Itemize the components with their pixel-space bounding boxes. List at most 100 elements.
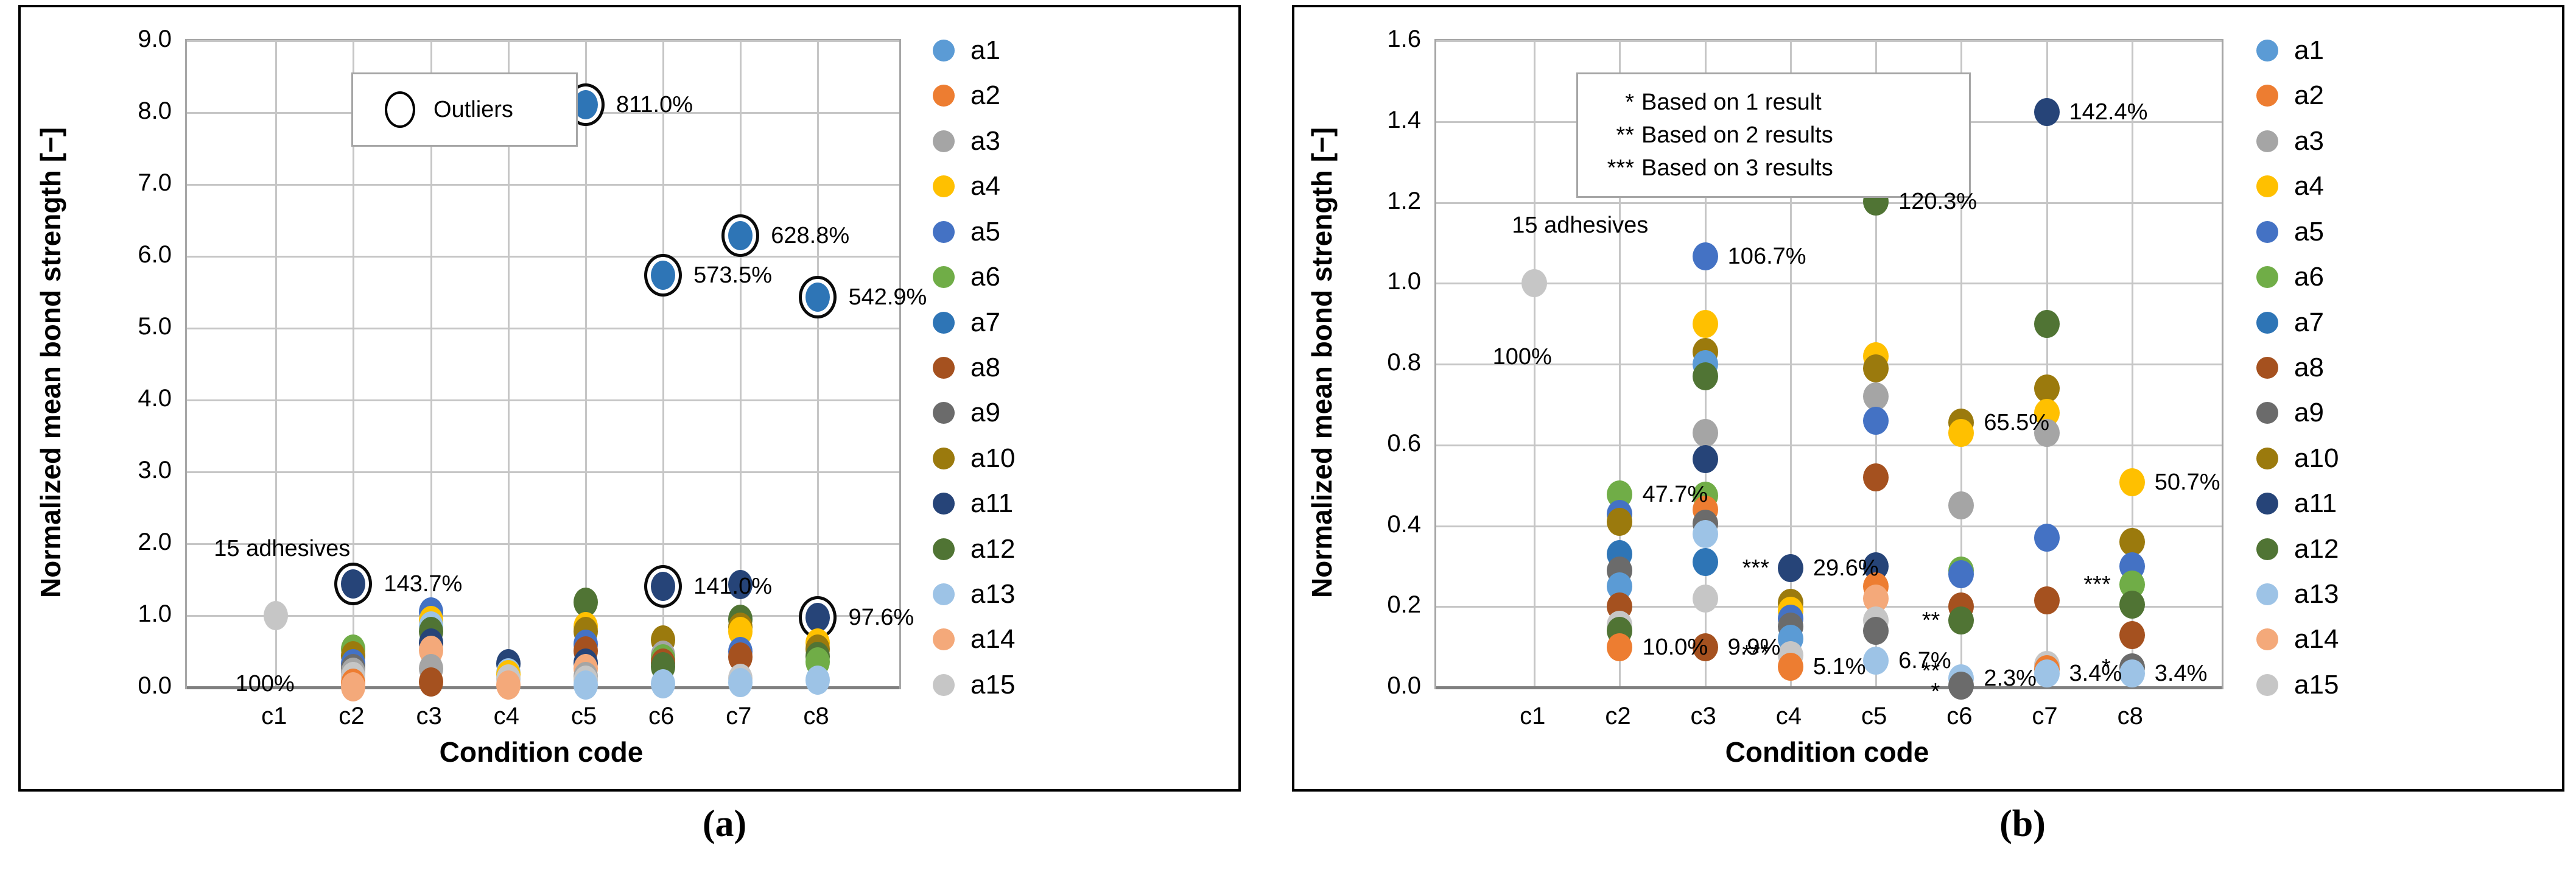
annotation: *** bbox=[1742, 555, 1769, 581]
data-point-a10-c5 bbox=[1863, 354, 1889, 382]
legend-item-a3: a3 bbox=[2256, 126, 2339, 156]
data-point-a10-c2 bbox=[1607, 507, 1633, 536]
y-tick-label: 0.0 bbox=[1387, 672, 1421, 699]
x-tick-label: c6 bbox=[1946, 703, 1973, 729]
x-tick-label: c3 bbox=[1690, 703, 1716, 729]
data-point-a2-c2 bbox=[1607, 633, 1633, 661]
legend-swatch-a2 bbox=[933, 85, 955, 107]
data-point-a5-c5 bbox=[1863, 406, 1889, 435]
y-tick-label: 0.2 bbox=[1387, 591, 1421, 619]
data-point-a14-c2 bbox=[341, 672, 366, 701]
annotation: 573.5% bbox=[693, 262, 772, 289]
legend-item-a7: a7 bbox=[933, 307, 1015, 337]
outlier-circle-icon bbox=[385, 91, 415, 128]
x-tick-label: c5 bbox=[570, 703, 597, 729]
legend-item-a12: a12 bbox=[933, 534, 1015, 564]
gridline-horizontal bbox=[1436, 40, 2222, 42]
annotation: 811.0% bbox=[616, 92, 693, 118]
legend-label-a10: a10 bbox=[2294, 443, 2339, 473]
x-tick-label: c2 bbox=[339, 703, 365, 729]
data-point-a8-c8 bbox=[2119, 620, 2145, 649]
data-point-a3-c7 bbox=[2034, 418, 2060, 447]
data-point-a7-c8 bbox=[805, 283, 830, 312]
data-point-a11-c2 bbox=[341, 569, 366, 599]
note-mark: * bbox=[1625, 90, 1634, 115]
note-text: Based on 3 results bbox=[1641, 155, 1833, 181]
data-point-a11-c7 bbox=[2034, 97, 2060, 126]
note-mark: *** bbox=[1607, 155, 1634, 181]
asterisk-notes-box: * Based on 1 result ** Based on 2 result… bbox=[1576, 72, 1971, 198]
annotation: 143.7% bbox=[384, 571, 463, 597]
legend-swatch-a15 bbox=[2256, 673, 2278, 696]
legend-swatch-a5 bbox=[2256, 220, 2278, 243]
gridline-horizontal bbox=[187, 686, 899, 689]
annotation: *** bbox=[2083, 571, 2111, 597]
legend-swatch-a2 bbox=[2256, 85, 2278, 107]
legend-item-a6: a6 bbox=[933, 262, 1015, 292]
data-point-a8-c3 bbox=[418, 667, 443, 697]
data-point-a7-c7 bbox=[728, 221, 753, 251]
legend-item-a1: a1 bbox=[2256, 35, 2339, 65]
legend-swatch-a6 bbox=[2256, 266, 2278, 289]
legend-swatch-a1 bbox=[2256, 40, 2278, 61]
annotation: 2.3% bbox=[1984, 665, 2037, 691]
plot-area-a: Outliers 15 adhesives 100% 143.7% 811.0% 573… bbox=[185, 39, 927, 701]
x-tick-label: c7 bbox=[2032, 703, 2058, 729]
legend-swatch-a10 bbox=[933, 447, 955, 469]
gridline-horizontal bbox=[1436, 283, 2222, 285]
outliers-legend-label: Outliers bbox=[433, 96, 513, 122]
note-text: Based on 2 results bbox=[1641, 122, 1833, 148]
x-axis-title-a: Condition code bbox=[439, 736, 644, 768]
legend-item-a5: a5 bbox=[933, 217, 1015, 247]
legend-label-a6: a6 bbox=[2294, 262, 2324, 292]
note-row: *** Based on 3 results bbox=[1578, 152, 1969, 184]
legend-label-a13: a13 bbox=[2294, 579, 2339, 610]
gridline-horizontal bbox=[1436, 525, 2222, 527]
y-tick-label: 1.0 bbox=[138, 600, 172, 627]
gridline-vertical bbox=[817, 41, 819, 687]
legend-label-a6: a6 bbox=[970, 262, 1000, 292]
annotation: 142.4% bbox=[2069, 99, 2148, 125]
data-point-a7-c6 bbox=[651, 261, 676, 290]
legend-swatch-a7 bbox=[2256, 311, 2278, 334]
legend-swatch-a9 bbox=[2256, 402, 2278, 424]
legend-label-a8: a8 bbox=[2294, 352, 2324, 382]
x-tick-label: c3 bbox=[416, 703, 442, 729]
legend-swatch-a7 bbox=[933, 311, 955, 334]
gridline-vertical bbox=[275, 41, 278, 687]
data-point-a12-c6 bbox=[1948, 606, 1974, 635]
legend-label-a15: a15 bbox=[2294, 669, 2339, 700]
legend-item-a3: a3 bbox=[933, 125, 1015, 156]
legend-label-a3: a3 bbox=[970, 125, 1000, 156]
y-tick-label: 1.0 bbox=[1387, 268, 1421, 295]
data-point-a14-c4 bbox=[496, 670, 521, 700]
note-mark: ** bbox=[1616, 122, 1634, 148]
gridline-vertical bbox=[662, 41, 665, 687]
legend-item-a13: a13 bbox=[2256, 579, 2339, 610]
x-tick-label: c4 bbox=[493, 703, 519, 729]
y-tick-label: 5.0 bbox=[138, 313, 172, 340]
legend-swatch-a12 bbox=[2256, 538, 2278, 560]
data-point-a13-c7 bbox=[2034, 659, 2060, 688]
gridline-vertical bbox=[584, 41, 587, 687]
annotation: 100% bbox=[1492, 343, 1552, 370]
y-tick-label: 1.4 bbox=[1387, 106, 1421, 133]
data-point-a2-c4 bbox=[1777, 653, 1803, 681]
x-tick-label: c6 bbox=[648, 703, 675, 729]
legend-label-a2: a2 bbox=[2294, 80, 2324, 111]
legend-item-a8: a8 bbox=[933, 353, 1015, 382]
legend-swatch-a11 bbox=[933, 493, 955, 515]
gridline-vertical bbox=[507, 41, 510, 687]
y-tick-label: 0.6 bbox=[1387, 429, 1421, 457]
legend-item-a13: a13 bbox=[933, 579, 1015, 609]
y-tick-label: 1.6 bbox=[1387, 26, 1421, 52]
legend-item-a1: a1 bbox=[933, 35, 1015, 65]
gridline-horizontal bbox=[187, 615, 899, 617]
y-tick-label: 6.0 bbox=[138, 241, 172, 268]
data-point-a3-c3 bbox=[1692, 418, 1718, 447]
annotation: * bbox=[1931, 678, 1940, 705]
data-point-a12-c8 bbox=[2119, 590, 2145, 619]
y-tick-label: 4.0 bbox=[138, 385, 172, 412]
data-point-a10-c7 bbox=[2034, 374, 2060, 402]
gridline-vertical bbox=[740, 41, 742, 687]
